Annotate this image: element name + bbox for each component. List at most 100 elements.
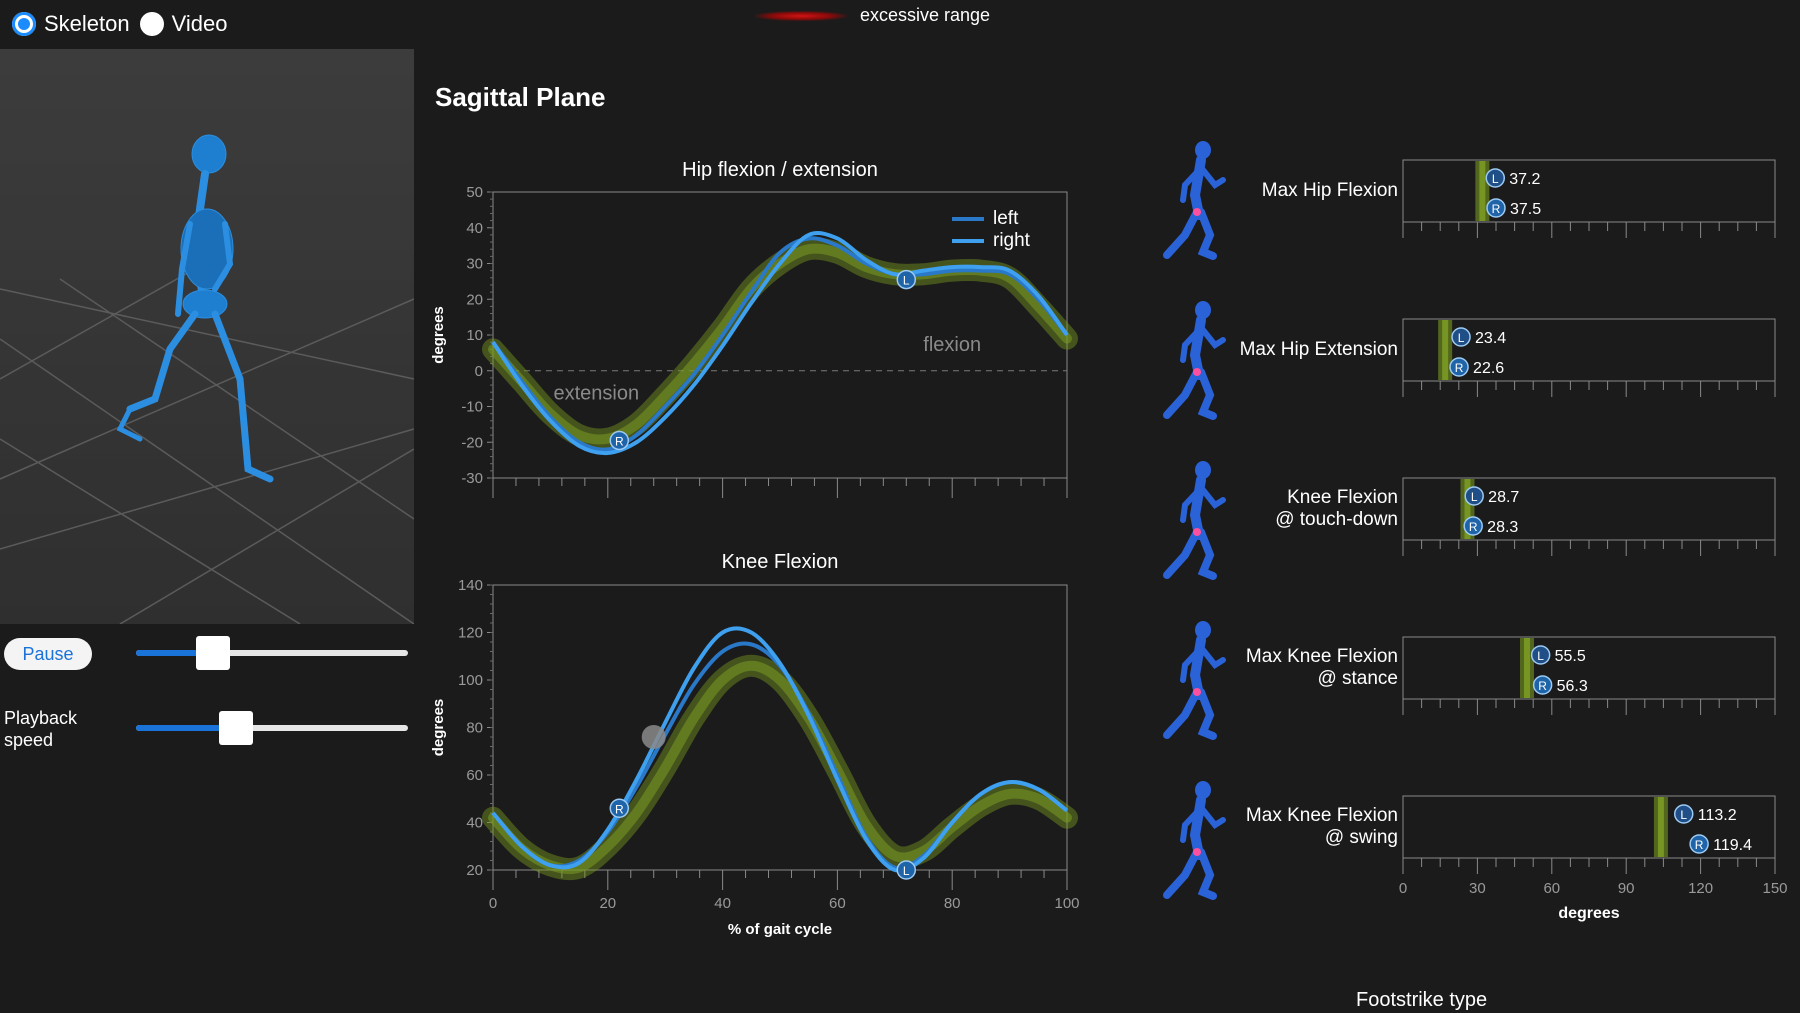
normal-range-core <box>488 660 1072 875</box>
x-axis-title: % of gait cycle <box>728 921 832 938</box>
view-mode-toggle: Skeleton Video <box>12 8 238 40</box>
marker-label: R <box>615 802 624 816</box>
x-tick-label: 20 <box>599 895 616 912</box>
y-tick-label: 40 <box>466 815 483 832</box>
marker-L <box>896 860 917 880</box>
metric-marker-label: R <box>1469 520 1478 534</box>
metric-value-L: 23.4 <box>1475 330 1506 347</box>
metric-label-line1: Max Knee Flexion <box>1245 646 1398 667</box>
y-tick-label: -20 <box>461 434 483 451</box>
metric-normal-core <box>1657 797 1664 857</box>
metric-value-L: 37.2 <box>1509 171 1540 188</box>
metric-value-L: 55.5 <box>1555 648 1586 665</box>
x-tick-label: 40 <box>714 895 731 912</box>
x-tick-label: 60 <box>829 895 846 912</box>
metric-marker-L <box>1673 804 1694 824</box>
plot-frame <box>492 584 1068 871</box>
y-tick-label: 50 <box>466 184 483 201</box>
metric-panel: L 113.2 R 119.4 <box>1402 795 1776 874</box>
metric-marker-L <box>1451 327 1471 347</box>
skeleton-3d-viewport[interactable] <box>0 49 414 624</box>
metric-label-knee-touchdown: Knee Flexion @ touch-down <box>1178 487 1398 531</box>
metric-marker-label: L <box>1680 808 1687 822</box>
right-series-line <box>491 626 1069 873</box>
video-radio-label[interactable]: Video <box>171 11 228 36</box>
position-slider-fill <box>136 650 213 656</box>
skeleton-radio[interactable] <box>12 12 36 36</box>
metric-marker-label: L <box>1492 172 1499 186</box>
x-axis <box>492 478 1068 498</box>
y-axis: 50 40 30 20 10 0 -10 -20 -30 <box>461 184 493 487</box>
metric-panel: L 23.4 R 22.6 <box>1402 318 1776 397</box>
marker-label: L <box>903 274 910 288</box>
metric-value-R: 119.4 <box>1713 837 1752 854</box>
metric-x-tick-label: 150 <box>1762 880 1787 897</box>
metric-marker-R <box>1689 834 1709 854</box>
footstrike-title: Footstrike type <box>1356 989 1488 1011</box>
left-series-line <box>491 236 1069 452</box>
metric-x-tick-label: 120 <box>1688 880 1713 897</box>
metric-panel-frame <box>1402 636 1776 700</box>
metric-value-L: 28.7 <box>1488 489 1519 506</box>
x-tick-label: 0 <box>489 895 497 912</box>
metric-x-tick-label: 0 <box>1399 880 1407 897</box>
metric-panel-frame <box>1402 477 1776 541</box>
marker-label: R <box>615 434 624 448</box>
metric-marker-R <box>1532 675 1553 695</box>
playback-speed-label: Playback speed <box>4 707 77 751</box>
metric-label-line1: Max Hip Extension <box>1239 339 1398 360</box>
metric-marker-label: L <box>1458 331 1465 345</box>
y-tick-label: -30 <box>461 470 483 487</box>
floor-grid <box>0 248 414 624</box>
y-tick-label: 80 <box>466 720 483 737</box>
metric-label-line2: @ touch-down <box>1275 509 1398 530</box>
y-axis-title: degrees <box>430 306 447 364</box>
speed-slider-thumb[interactable] <box>219 711 254 745</box>
hip-flexion-chart: 50 40 30 20 10 0 -10 -20 -30 degrees flexion extens… <box>430 184 1078 498</box>
metric-panel: L 37.2 R 37.5 <box>1402 159 1776 238</box>
skeleton-figure <box>116 134 274 483</box>
x-axis: 0 20 40 60 80 100 <box>489 870 1080 912</box>
knee-flexion-chart: 140 120 100 80 60 40 20 degrees 0 20 40 60 80 100 % of… <box>430 577 1080 938</box>
metric-normal-core <box>1479 161 1486 221</box>
y-tick-label: 20 <box>466 862 483 879</box>
right-series-line <box>491 231 1069 456</box>
video-radio[interactable] <box>139 12 164 36</box>
playback-speed-label-line2: speed <box>4 730 54 750</box>
metric-marker-L <box>1464 486 1484 506</box>
metric-x-tick-label: 60 <box>1543 880 1560 897</box>
metric-label-knee-swing: Max Knee Flexion @ swing <box>1178 805 1398 849</box>
speed-slider-fill <box>136 725 237 731</box>
hip-chart-title: Hip flexion / extension <box>682 159 878 181</box>
metric-marker-label: L <box>1537 649 1544 663</box>
y-axis-title: degrees <box>430 699 447 757</box>
marker-R <box>609 430 630 451</box>
playhead-marker <box>641 725 666 749</box>
metric-marker-L <box>1485 168 1506 188</box>
speed-slider-track <box>136 725 408 731</box>
playback-position-slider[interactable] <box>136 636 408 670</box>
playback-speed-slider[interactable] <box>136 711 408 745</box>
y-tick-label: 20 <box>466 291 483 308</box>
metric-label-knee-stance: Max Knee Flexion @ stance <box>1178 646 1398 690</box>
metric-label-line1: Max Knee Flexion <box>1245 805 1398 826</box>
position-slider-track <box>136 650 408 656</box>
metric-value-R: 56.3 <box>1557 678 1588 695</box>
metric-normal-core <box>1464 479 1471 539</box>
metric-marker-L <box>1530 645 1551 665</box>
position-slider-thumb[interactable] <box>195 636 230 670</box>
playback-speed-label-line1: Playback <box>4 708 78 728</box>
metric-label-line1: Knee Flexion <box>1287 487 1398 508</box>
y-tick-label: 40 <box>466 220 483 237</box>
metric-label-line1: Max Hip Flexion <box>1261 180 1398 201</box>
metric-value-R: 28.3 <box>1487 519 1518 536</box>
x-tick-label: 80 <box>944 895 961 912</box>
skeleton-radio-label[interactable]: Skeleton <box>44 11 130 36</box>
metric-label-hip-extension: Max Hip Extension <box>1178 339 1398 361</box>
excessive-range-label: excessive range <box>860 5 991 25</box>
marker-L <box>896 269 917 290</box>
metric-marker-R <box>1486 198 1506 218</box>
skeleton-scene <box>0 134 414 624</box>
pause-button[interactable]: Pause <box>4 638 92 670</box>
metric-panel: L 28.7 R 28.3 <box>1402 477 1776 556</box>
